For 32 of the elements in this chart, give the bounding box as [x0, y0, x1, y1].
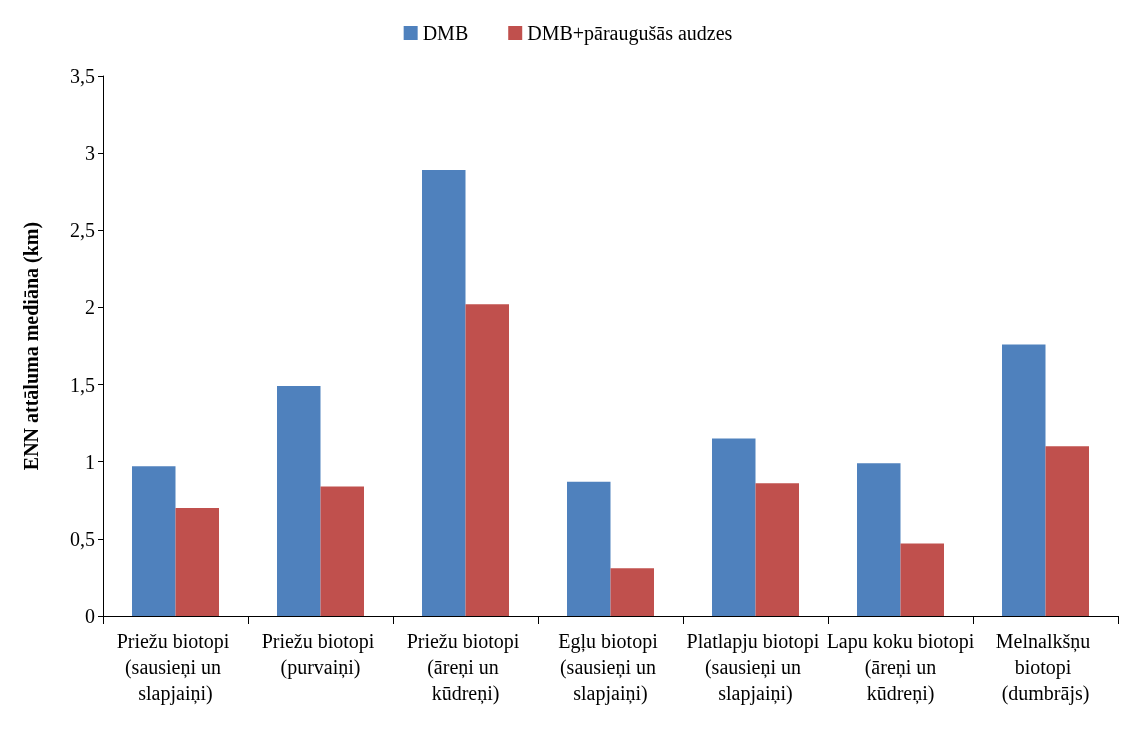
legend-label: DMB+pāraugušās audzes [527, 22, 733, 45]
bar [1002, 344, 1046, 616]
x-tick-label: Priežu biotopi (purvaiņi) [261, 630, 380, 679]
bar [1045, 446, 1089, 616]
legend-label: DMB [422, 22, 469, 44]
y-tick-label: 0,5 [70, 527, 95, 550]
x-tick-label: Priežu biotopi (sausieņi un slapjaiņi) [116, 630, 235, 705]
y-tick-label: 3,5 [70, 65, 95, 87]
x-tick-label: Platlapju biotopi (sausieņi un slapjaiņi) [686, 630, 825, 705]
x-tick-label: Lapu koku biotopi (āreņi un kūdreņi) [826, 630, 975, 705]
bar [712, 438, 756, 616]
x-tick-label: Egļu biotopi (sausieņi un slapjaiņi) [558, 630, 663, 705]
bar [277, 386, 321, 616]
bar [610, 568, 654, 616]
bar [857, 463, 901, 616]
y-tick-label: 1,5 [70, 373, 95, 396]
bar [465, 304, 509, 616]
x-tick-label: Priežu biotopi (āreņi un kūdreņi) [406, 630, 525, 705]
y-axis-title: ENN attāluma mediāna (km) [20, 221, 43, 471]
bar [755, 483, 799, 616]
y-tick-label: 3 [85, 142, 95, 165]
y-tick-label: 0 [85, 605, 95, 627]
bar [900, 543, 944, 616]
bar [422, 170, 466, 616]
y-tick-label: 1 [85, 450, 95, 473]
x-tick-label: Melnalkšņu biotopi (dumbrājs) [995, 630, 1096, 705]
bar [320, 486, 364, 616]
y-tick-label: 2 [85, 296, 95, 319]
y-tick-label: 2,5 [70, 219, 95, 242]
bar [567, 481, 611, 616]
bar [132, 466, 176, 616]
bar [175, 508, 219, 616]
